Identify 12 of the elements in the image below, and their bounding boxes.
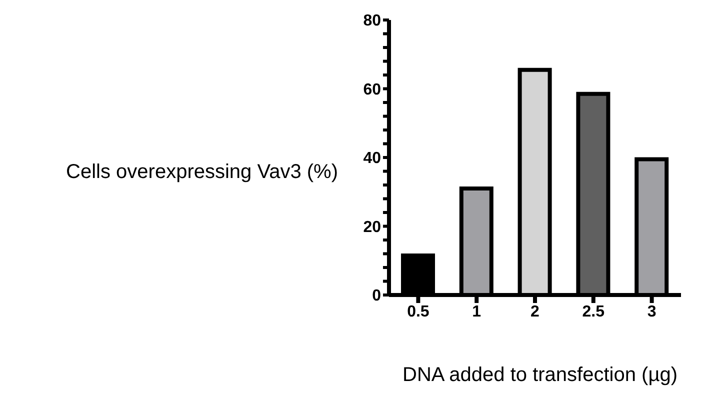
x-tick-label: 0.5 [407, 303, 430, 320]
y-tick-label: 0 [372, 288, 382, 305]
x-tick-label: 3 [647, 303, 656, 320]
y-tick-label: 80 [363, 12, 382, 30]
x-tick-label: 2.5 [582, 303, 605, 320]
y-tick-label: 60 [363, 81, 382, 98]
x-axis-title: DNA added to transfection (µg) [402, 364, 678, 387]
y-tick-label: 20 [363, 218, 382, 236]
y-axis-title: Cells overexpressing Vav3 (%) [66, 161, 338, 184]
x-tick-label: 2 [530, 303, 540, 320]
y-tick-label: 40 [363, 150, 382, 168]
x-tick-label: 1 [472, 303, 482, 320]
